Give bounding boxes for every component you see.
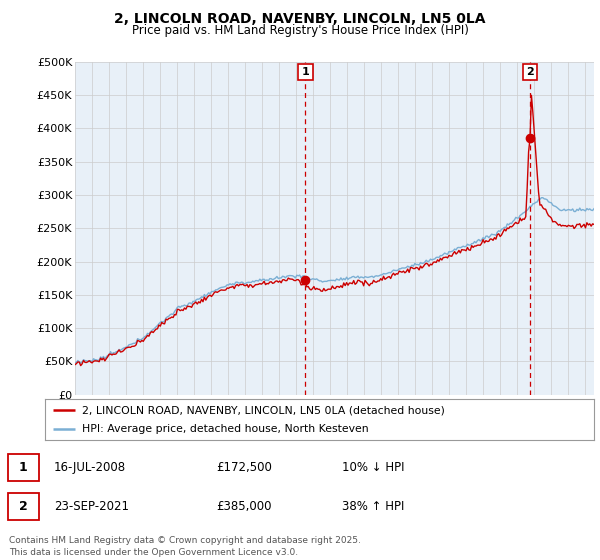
Text: £385,000: £385,000 bbox=[216, 500, 271, 514]
Text: HPI: Average price, detached house, North Kesteven: HPI: Average price, detached house, Nort… bbox=[82, 424, 369, 435]
Text: £172,500: £172,500 bbox=[216, 461, 272, 474]
Text: 2, LINCOLN ROAD, NAVENBY, LINCOLN, LN5 0LA: 2, LINCOLN ROAD, NAVENBY, LINCOLN, LN5 0… bbox=[114, 12, 486, 26]
Text: 16-JUL-2008: 16-JUL-2008 bbox=[54, 461, 126, 474]
Text: 38% ↑ HPI: 38% ↑ HPI bbox=[342, 500, 404, 514]
Text: 2, LINCOLN ROAD, NAVENBY, LINCOLN, LN5 0LA (detached house): 2, LINCOLN ROAD, NAVENBY, LINCOLN, LN5 0… bbox=[82, 405, 445, 415]
Text: Price paid vs. HM Land Registry's House Price Index (HPI): Price paid vs. HM Land Registry's House … bbox=[131, 24, 469, 36]
Text: 23-SEP-2021: 23-SEP-2021 bbox=[54, 500, 129, 514]
Text: 1: 1 bbox=[302, 67, 309, 77]
Text: Contains HM Land Registry data © Crown copyright and database right 2025.
This d: Contains HM Land Registry data © Crown c… bbox=[9, 536, 361, 557]
Text: 2: 2 bbox=[526, 67, 534, 77]
Text: 2: 2 bbox=[19, 500, 28, 514]
Text: 1: 1 bbox=[19, 461, 28, 474]
Text: 10% ↓ HPI: 10% ↓ HPI bbox=[342, 461, 404, 474]
